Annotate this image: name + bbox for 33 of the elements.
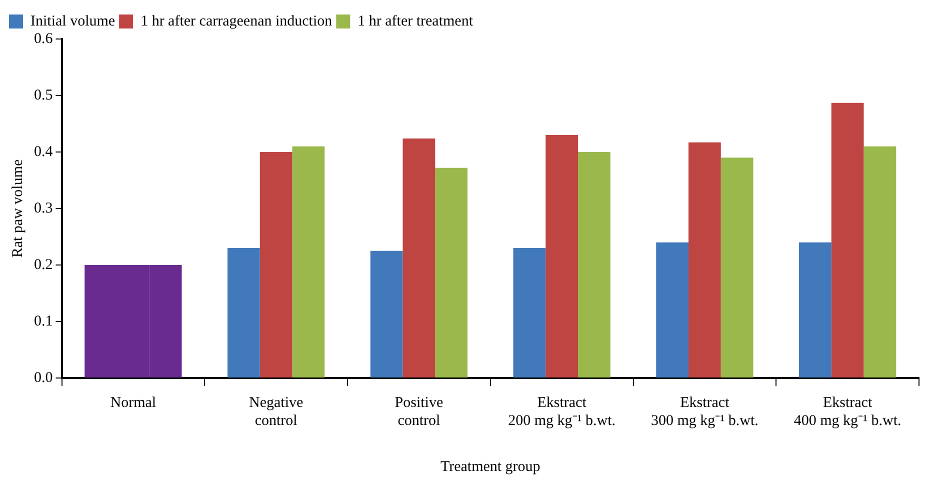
y-tick-label: 0.3 xyxy=(34,200,53,216)
y-axis-title: Rat paw volume xyxy=(10,159,26,258)
legend-label: Initial volume xyxy=(30,13,116,30)
bar xyxy=(656,242,688,378)
y-tick-label: 0.6 xyxy=(34,30,54,47)
legend-label: 1 hr after carrageenan induction xyxy=(140,13,333,30)
bar xyxy=(688,142,721,378)
bar xyxy=(546,135,578,378)
legend-label: 1 hr after treatment xyxy=(358,13,474,30)
bar xyxy=(831,102,864,378)
bar xyxy=(260,152,292,378)
x-tick-label: Ekstract 400 mg kg⁻¹ b.wt. xyxy=(794,394,902,429)
x-tick-label: Normal xyxy=(110,394,156,411)
bar xyxy=(227,248,260,378)
x-tick-label: Ekstract 300 mg kg⁻¹ b.wt. xyxy=(650,394,758,429)
bar xyxy=(435,168,468,378)
x-tick-label: Positive control xyxy=(394,394,444,429)
bar xyxy=(402,138,436,378)
y-tick-label: 0.2 xyxy=(34,256,53,273)
bar xyxy=(292,146,325,378)
y-tick-label: 0.4 xyxy=(34,144,54,160)
bar xyxy=(720,158,754,378)
y-tick-label: 0.1 xyxy=(34,313,53,330)
x-tick-label: Ekstract 200 mg kg⁻¹ b.wt. xyxy=(508,394,616,429)
bar xyxy=(864,146,896,378)
y-tick-label: 0.0 xyxy=(34,370,53,386)
x-axis-title: Treatment group xyxy=(440,458,540,475)
x-tick-label: Negative control xyxy=(248,394,304,429)
bar xyxy=(513,248,546,378)
bar xyxy=(798,242,832,378)
bar xyxy=(578,152,610,378)
y-tick-label: 0.5 xyxy=(34,87,53,104)
bar xyxy=(370,250,403,378)
